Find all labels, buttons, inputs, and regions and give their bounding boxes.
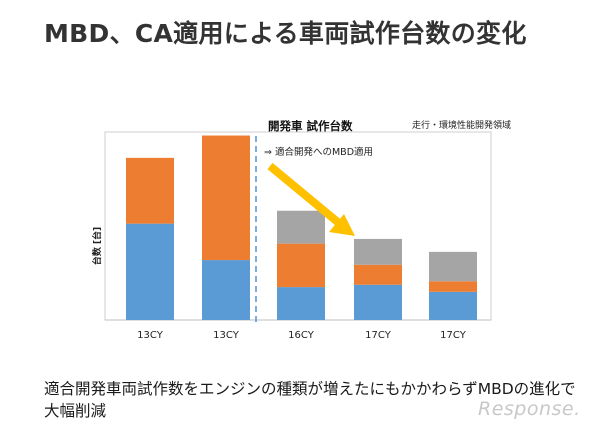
bars-group bbox=[126, 135, 477, 320]
caption-line-1: 適合開発車両試作数をエンジンの種類が増えたにもかかわらずMBDの進化で bbox=[44, 380, 576, 398]
bar-4-blue-segment bbox=[354, 284, 402, 320]
bar-3-blue-segment bbox=[277, 287, 325, 320]
bar-4-gray-segment bbox=[354, 238, 402, 265]
bar-4-orange-segment bbox=[354, 264, 402, 285]
caption-line-2: 大幅削減 bbox=[44, 402, 107, 420]
bar-3-orange-segment bbox=[277, 243, 325, 288]
x-tick-label: 16CY bbox=[288, 330, 315, 341]
x-tick-label: 13CY bbox=[213, 330, 240, 341]
slide-title: MBD、CA適用による車両試作台数の変化 bbox=[44, 19, 527, 48]
caption: 適合開発車両試作数をエンジンの種類が増えたにもかかわらずMBDの進化で 大幅削減 bbox=[44, 378, 584, 422]
chart-title: 開発車 試作台数 bbox=[268, 119, 353, 133]
bar-2-blue-segment bbox=[202, 260, 250, 320]
bar-5-gray-segment bbox=[429, 251, 477, 282]
reduction-arrow bbox=[267, 162, 355, 236]
y-axis-label: 台数 [台] bbox=[91, 227, 103, 265]
bar-1-blue-segment bbox=[126, 223, 174, 320]
bar-2-orange-segment bbox=[202, 135, 250, 261]
x-tick-label: 17CY bbox=[440, 330, 467, 341]
x-tick-label: 13CY bbox=[137, 330, 164, 341]
bar-5-blue-segment bbox=[429, 291, 477, 320]
chart-subtitle: 走行・環境性能開発領域 bbox=[412, 119, 511, 131]
bar-5-orange-segment bbox=[429, 281, 477, 292]
bar-3-gray-segment bbox=[277, 210, 325, 244]
response-watermark: Response. bbox=[478, 398, 581, 420]
reduction-arrow-head bbox=[329, 214, 355, 236]
x-tick-labels: 13CY 13CY 16CY 17CY 17CY bbox=[137, 330, 467, 341]
x-tick-label: 17CY bbox=[365, 330, 392, 341]
bar-1-orange-segment bbox=[126, 157, 174, 224]
mbd-annotation: ⇒ 適合開発へのMBD適用 bbox=[264, 146, 373, 158]
